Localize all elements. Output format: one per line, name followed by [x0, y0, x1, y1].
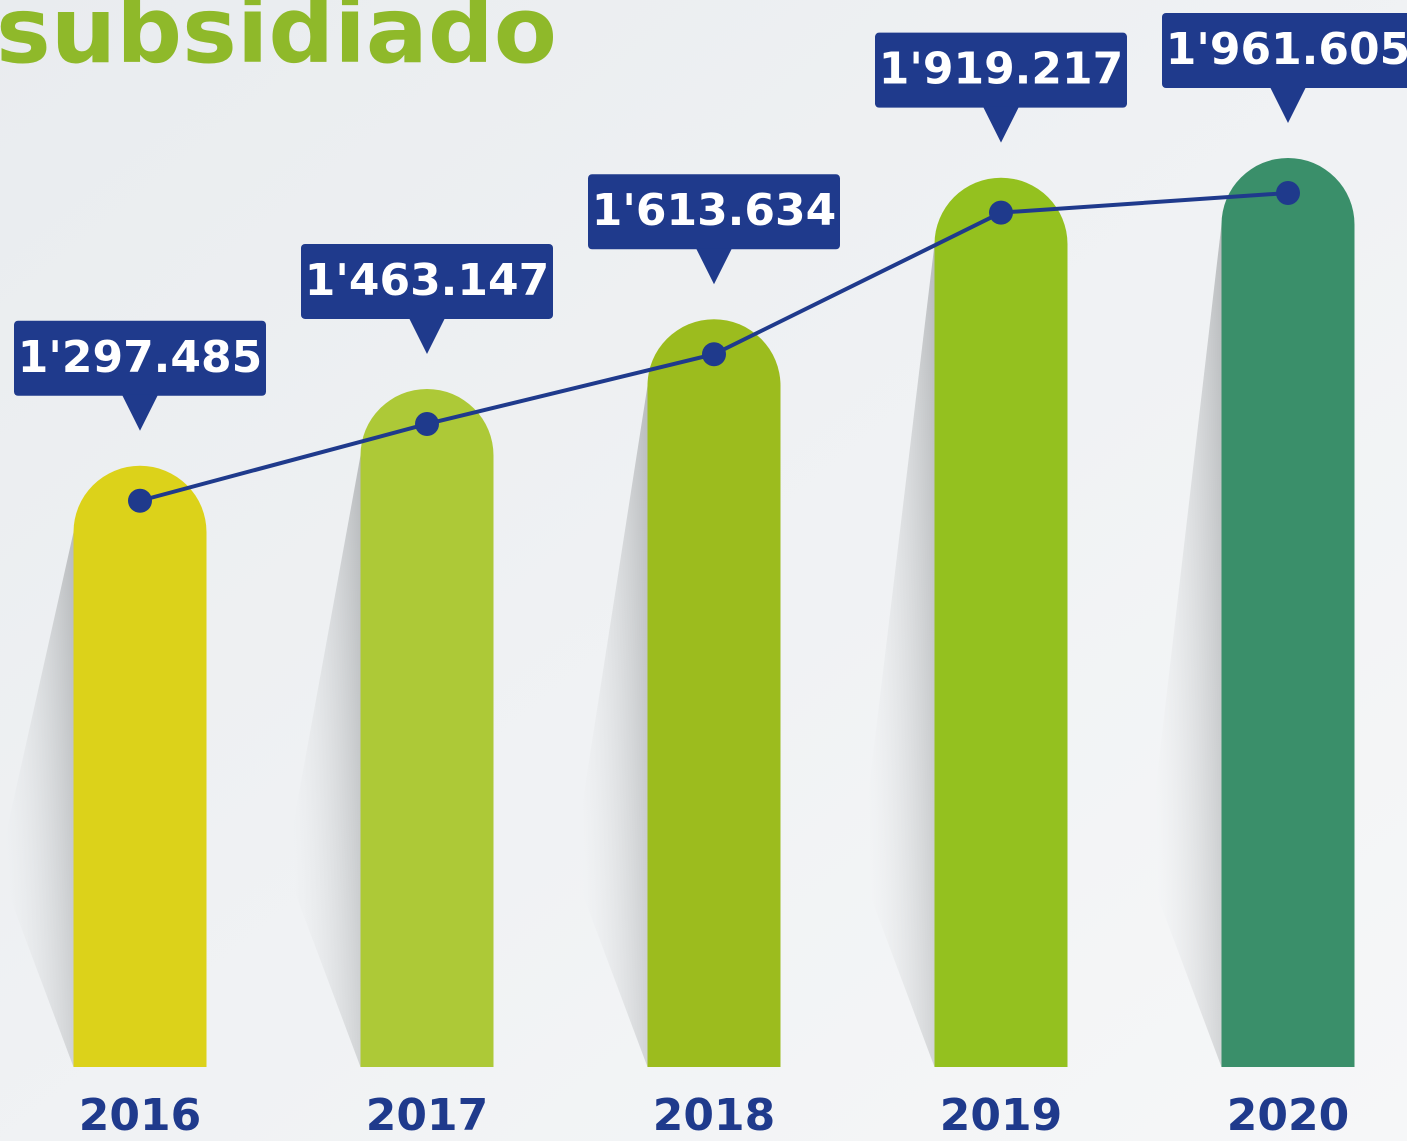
callout-box	[1162, 13, 1407, 88]
bar-shadow	[859, 244, 935, 1067]
line-dot	[1276, 181, 1300, 205]
x-tick-label: 2018	[653, 1090, 775, 1141]
callout-pointer	[1270, 87, 1306, 123]
line-dot	[989, 200, 1013, 225]
callout-pointer	[696, 248, 732, 285]
bar-shadow	[0, 532, 74, 1067]
callout-pointer	[983, 106, 1019, 143]
x-tick-label: 2017	[366, 1090, 488, 1141]
line-dot	[415, 411, 439, 436]
bar-shadow	[572, 385, 648, 1067]
line-dot	[702, 342, 726, 367]
line-dot	[128, 488, 152, 513]
callout-pointer	[409, 317, 445, 354]
data-label: 1'961.605	[1166, 24, 1407, 75]
bar	[360, 388, 494, 1067]
bar	[73, 465, 207, 1068]
x-tick-label: 2020	[1227, 1090, 1349, 1141]
callout-box	[14, 320, 266, 396]
bar	[647, 319, 781, 1067]
data-label: 1'919.217	[879, 44, 1124, 95]
bar-shadow	[285, 455, 361, 1067]
bar	[934, 177, 1068, 1067]
x-tick-label: 2019	[940, 1090, 1062, 1141]
bar	[1221, 158, 1355, 1067]
bar-shadow	[1146, 224, 1222, 1067]
data-label: 1'613.634	[592, 185, 837, 236]
callout-box	[875, 32, 1127, 108]
data-label: 1'463.147	[305, 255, 550, 306]
callout-box	[588, 174, 840, 250]
callout-box	[301, 243, 553, 319]
callout-pointer	[122, 394, 158, 431]
data-label: 1'297.485	[18, 332, 263, 383]
chart-title: subsidiado	[0, 0, 557, 84]
x-tick-label: 2016	[79, 1090, 201, 1141]
